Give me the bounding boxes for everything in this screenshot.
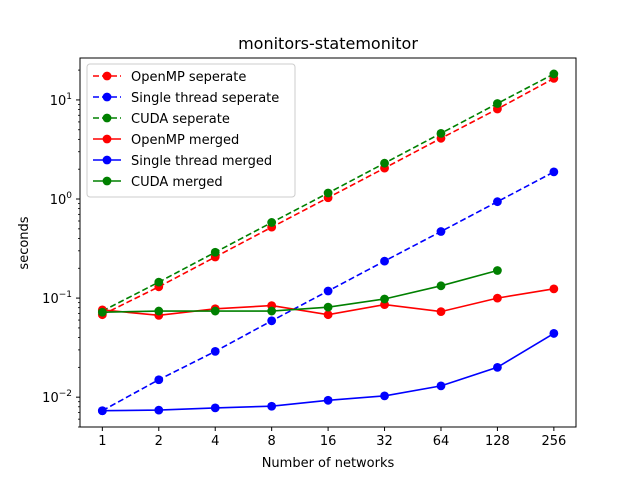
chart-title: monitors-statemonitor	[238, 34, 418, 53]
data-point	[323, 188, 333, 198]
data-point	[380, 391, 389, 401]
legend-marker	[102, 92, 112, 102]
legend-marker	[102, 113, 112, 123]
data-point	[436, 128, 446, 138]
legend-label: Single thread merged	[131, 154, 272, 169]
data-point	[210, 403, 220, 413]
data-point	[267, 306, 277, 316]
data-point	[210, 346, 220, 356]
legend-marker	[102, 176, 112, 186]
data-point	[154, 405, 164, 415]
data-point	[436, 227, 446, 236]
x-tick-label: 64	[433, 434, 450, 449]
x-tick-label: 128	[485, 434, 510, 449]
legend-label: OpenMP merged	[131, 133, 239, 148]
data-point	[323, 310, 333, 320]
legend-label: Single thread seperate	[131, 91, 279, 106]
y-tick-label: 10−2	[42, 389, 72, 406]
data-point	[493, 197, 502, 207]
data-point	[380, 294, 389, 304]
legend-label: OpenMP seperate	[131, 70, 246, 85]
data-point	[154, 306, 164, 316]
legend-box	[86, 63, 296, 198]
x-tick-label: 2	[155, 434, 163, 449]
y-tick-label: 100	[50, 191, 73, 208]
data-point	[380, 256, 389, 266]
x-tick-label: 4	[211, 434, 219, 449]
data-point	[154, 277, 164, 287]
x-tick-label: 1	[98, 434, 106, 449]
legend: OpenMP seperate Single thread seperate CUD…	[86, 63, 296, 198]
data-point	[267, 401, 277, 411]
y-axis: 10−2 10−1 100 101	[42, 69, 80, 428]
data-point	[436, 281, 446, 291]
data-point	[323, 286, 333, 296]
data-point	[97, 406, 107, 416]
data-point	[267, 218, 277, 227]
legend-marker	[102, 155, 112, 165]
data-point	[97, 307, 107, 317]
data-point	[154, 375, 164, 385]
data-point	[436, 307, 446, 317]
x-tick-label: 16	[320, 434, 337, 449]
data-point	[323, 395, 333, 405]
x-tick-label: 256	[541, 434, 566, 449]
y-axis-label: seconds	[17, 216, 32, 269]
data-point	[210, 247, 220, 257]
x-tick-label: 32	[376, 434, 393, 449]
data-point	[549, 284, 559, 294]
data-point	[549, 329, 559, 338]
legend-label: CUDA merged	[131, 175, 223, 190]
data-point	[549, 167, 559, 177]
series-line	[102, 269, 498, 313]
data-point	[323, 302, 333, 312]
legend-marker	[102, 134, 112, 144]
data-point	[493, 293, 502, 303]
x-axis-label: Number of networks	[262, 456, 395, 471]
legend-marker	[102, 71, 112, 81]
x-axis: 1 2 4 8 16 32 64 128 256	[98, 427, 566, 449]
data-point	[493, 362, 502, 372]
x-tick-label: 8	[268, 434, 276, 449]
legend-label: CUDA seperate	[131, 112, 230, 127]
y-tick-label: 101	[50, 92, 72, 109]
data-point	[380, 158, 389, 168]
data-point	[493, 266, 502, 275]
data-point	[436, 381, 446, 391]
data-point	[549, 69, 559, 79]
data-point	[267, 316, 277, 326]
data-point	[210, 306, 220, 316]
data-point	[493, 99, 502, 108]
plot-area	[97, 69, 559, 416]
y-tick-label: 10−1	[42, 290, 72, 307]
